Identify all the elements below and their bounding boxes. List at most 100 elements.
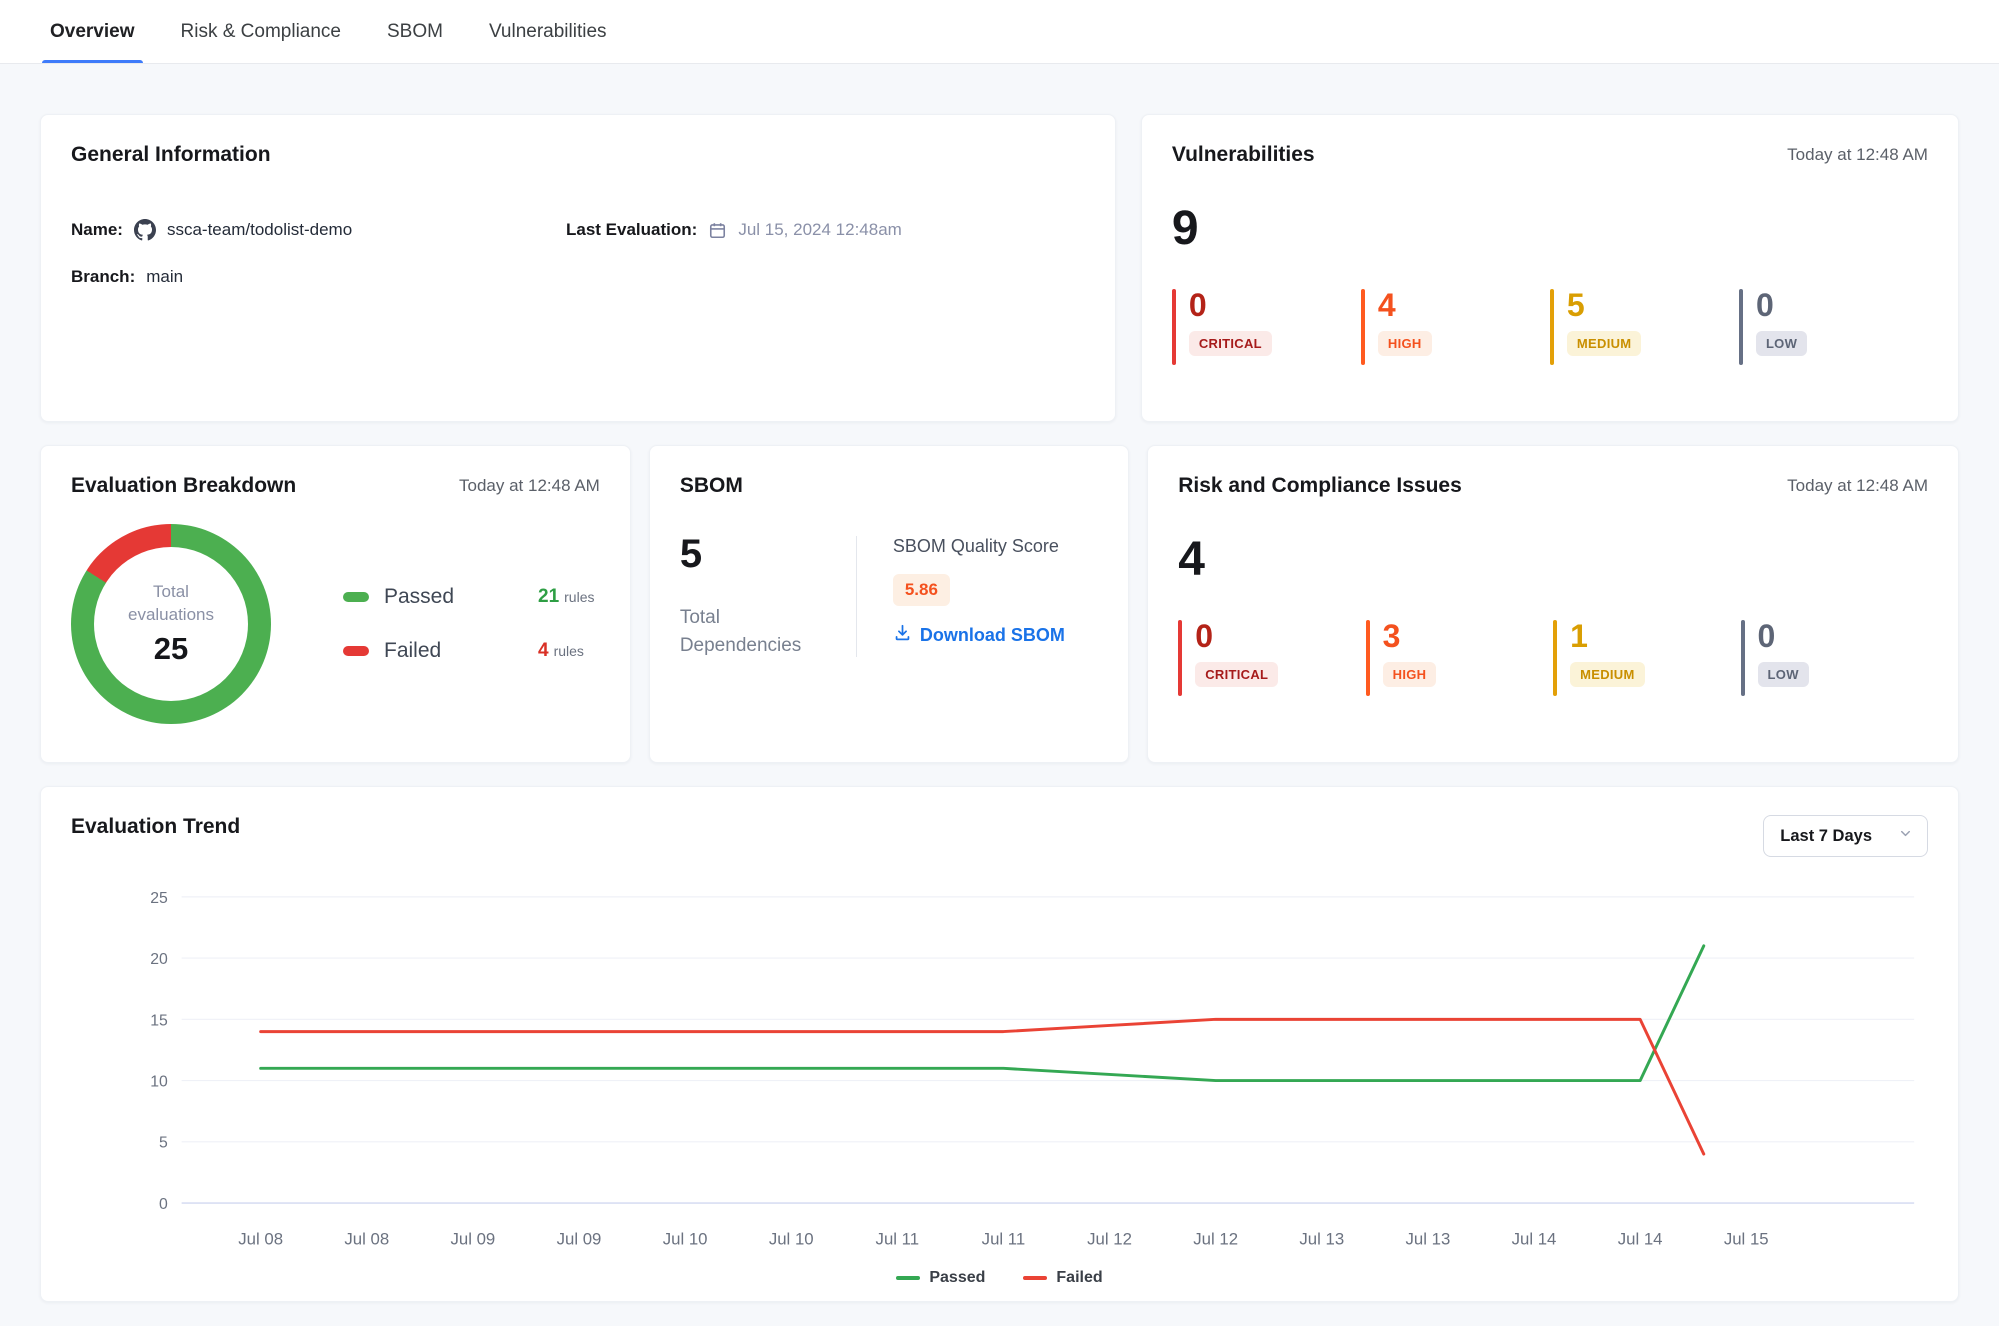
- vuln-critical-item: 0 CRITICAL: [1171, 287, 1361, 365]
- vulnerabilities-total: 9: [1171, 202, 1199, 255]
- tab-vulnerabilities[interactable]: Vulnerabilities: [489, 0, 607, 63]
- last-evaluation-row: Last Evaluation: Jul 15, 2024 12:48am: [566, 220, 1085, 240]
- passed-unit: rules: [564, 589, 595, 605]
- evaluations-donut-chart: Total evaluations 25: [71, 524, 271, 724]
- svg-text:Jul 09: Jul 09: [557, 1230, 602, 1249]
- passed-pill-icon: [343, 592, 369, 602]
- critical-badge: CRITICAL: [1188, 330, 1272, 356]
- chevron-down-icon: [1898, 826, 1913, 846]
- download-sbom-link[interactable]: Download SBOM: [893, 623, 1065, 647]
- time-range-dropdown[interactable]: Last 7 Days: [1763, 815, 1928, 857]
- risk-compliance-total: 4: [1178, 533, 1205, 586]
- active-tab-underline: [42, 60, 143, 63]
- tab-sbom[interactable]: SBOM: [387, 0, 443, 63]
- legend-passed-row: Passed 21 rules: [343, 585, 595, 609]
- passed-line-icon: [896, 1276, 921, 1281]
- evaluation-trend-title: Evaluation Trend: [71, 815, 241, 838]
- vuln-low-count: 0: [1755, 287, 1774, 323]
- vulnerabilities-card: Vulnerabilities Today at 12:48 AM 9 0 CR…: [1140, 114, 1959, 422]
- passed-label: Passed: [384, 585, 455, 608]
- svg-text:0: 0: [159, 1196, 168, 1213]
- time-range-value: Last 7 Days: [1780, 826, 1872, 845]
- severity-bar: [1549, 289, 1554, 365]
- severity-bar: [1740, 620, 1745, 696]
- svg-text:Jul 10: Jul 10: [663, 1230, 708, 1249]
- svg-text:25: 25: [150, 890, 168, 907]
- donut-center-value: 25: [153, 630, 189, 666]
- github-icon: [133, 219, 156, 241]
- risk-medium-item: 1 MEDIUM: [1553, 619, 1740, 696]
- general-information-title: General Information: [71, 143, 271, 166]
- risk-severity-row: 0 CRITICAL 3 HIGH 1 MEDIUM: [1178, 618, 1928, 696]
- vuln-medium-item: 5 MEDIUM: [1549, 288, 1739, 365]
- tab-overview[interactable]: Overview: [42, 0, 143, 63]
- medium-badge: MEDIUM: [1566, 330, 1642, 356]
- risk-critical-count: 0: [1195, 618, 1213, 654]
- vertical-divider: [855, 536, 857, 658]
- severity-bar: [1738, 289, 1743, 365]
- last-evaluation-label: Last Evaluation:: [566, 220, 698, 239]
- high-badge: HIGH: [1377, 330, 1432, 356]
- vulnerabilities-severity-row: 0 CRITICAL 4 HIGH 5 MEDIUM: [1171, 287, 1928, 365]
- repo-name-row: Name: ssca-team/todolist-demo: [71, 219, 566, 241]
- svg-text:Jul 12: Jul 12: [1087, 1230, 1132, 1249]
- download-icon: [893, 623, 912, 647]
- failed-count: 4 rules: [538, 640, 584, 661]
- risk-low-count: 0: [1757, 618, 1776, 654]
- svg-text:10: 10: [150, 1073, 168, 1090]
- vuln-high-count: 4: [1377, 287, 1396, 323]
- severity-bar: [1553, 620, 1558, 696]
- sbom-title: SBOM: [679, 474, 743, 497]
- risk-high-item: 3 HIGH: [1365, 618, 1553, 696]
- risk-critical-item: 0 CRITICAL: [1178, 618, 1365, 696]
- svg-text:Jul 08: Jul 08: [344, 1230, 389, 1249]
- sbom-quality-score-value: 5.86: [892, 574, 950, 606]
- repo-name-value: ssca-team/todolist-demo: [166, 220, 353, 239]
- medium-badge: MEDIUM: [1570, 661, 1645, 687]
- vuln-low-item: 0 LOW: [1738, 287, 1928, 365]
- failed-line-icon: [1023, 1276, 1048, 1281]
- svg-text:Jul 09: Jul 09: [451, 1230, 496, 1249]
- severity-bar: [1360, 289, 1365, 365]
- svg-text:Jul 11: Jul 11: [876, 1230, 920, 1249]
- legend-failed-row: Failed 4 rules: [343, 639, 595, 663]
- failed-label: Failed: [384, 639, 442, 662]
- risk-compliance-title: Risk and Compliance Issues: [1178, 474, 1462, 497]
- risk-compliance-card: Risk and Compliance Issues Today at 12:4…: [1147, 445, 1959, 763]
- svg-text:Jul 11: Jul 11: [982, 1230, 1026, 1249]
- name-label: Name:: [71, 220, 123, 239]
- low-badge: LOW: [1757, 661, 1809, 687]
- trend-legend-failed: Failed: [1023, 1269, 1103, 1287]
- tab-sbom-label: SBOM: [387, 20, 443, 42]
- risk-low-item: 0 LOW: [1740, 618, 1928, 696]
- svg-text:Jul 08: Jul 08: [238, 1230, 283, 1249]
- high-badge: HIGH: [1382, 661, 1437, 687]
- risk-high-count: 3: [1382, 618, 1401, 654]
- severity-bar: [1171, 289, 1176, 365]
- svg-text:Jul 12: Jul 12: [1193, 1230, 1238, 1249]
- svg-text:Jul 15: Jul 15: [1724, 1230, 1769, 1249]
- donut-ring: [71, 524, 271, 724]
- passed-count: 21 rules: [538, 586, 595, 607]
- evaluation-breakdown-title: Evaluation Breakdown: [71, 474, 297, 497]
- tab-risk-compliance[interactable]: Risk & Compliance: [181, 0, 342, 63]
- failed-pill-icon: [343, 646, 369, 656]
- last-evaluation-value: Jul 15, 2024 12:48am: [738, 220, 902, 239]
- critical-badge: CRITICAL: [1195, 661, 1279, 687]
- evaluation-breakdown-card: Evaluation Breakdown Today at 12:48 AM T…: [40, 445, 631, 763]
- general-information-card: General Information Name: ssca-team/todo…: [40, 114, 1116, 422]
- svg-text:15: 15: [150, 1012, 168, 1029]
- evaluation-trend-chart: 0 5 10 15 20 25 Jul 08 Jul 08 Jul 09 Jul 09 Jul 10…: [71, 885, 1928, 1265]
- tab-overview-label: Overview: [50, 20, 135, 42]
- top-tab-bar: Overview Risk & Compliance SBOM Vulnerab…: [0, 0, 1999, 64]
- svg-text:Jul 14: Jul 14: [1512, 1230, 1557, 1249]
- failed-unit: rules: [553, 643, 584, 659]
- svg-text:5: 5: [159, 1135, 168, 1152]
- sbom-card: SBOM 5 Total Dependencies SBOM Quality S…: [648, 445, 1130, 763]
- vuln-critical-count: 0: [1188, 287, 1207, 323]
- severity-bar: [1365, 620, 1370, 696]
- vulnerabilities-timestamp: Today at 12:48 AM: [1787, 145, 1928, 164]
- sbom-quality-score-label: SBOM Quality Score: [892, 536, 1059, 556]
- calendar-icon: [708, 221, 727, 240]
- evaluation-breakdown-timestamp: Today at 12:48 AM: [459, 476, 600, 495]
